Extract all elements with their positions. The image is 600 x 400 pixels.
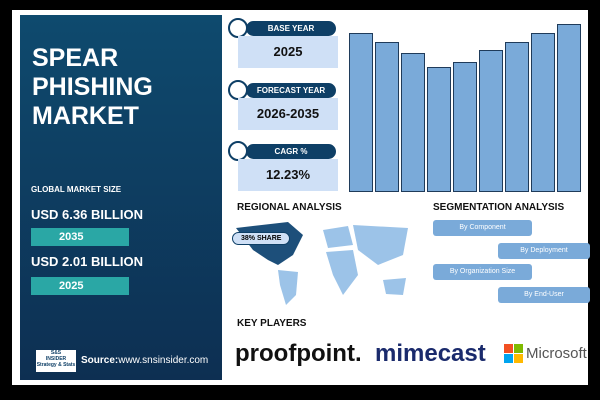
segment: By End-User: [498, 287, 590, 303]
decor-bar: [453, 62, 477, 192]
title-line: MARKET: [32, 102, 139, 130]
decor-bar: [505, 42, 529, 192]
icon: [228, 141, 248, 161]
title-line: PHISHING: [32, 73, 153, 101]
logo-text: Strategy & Stats: [36, 362, 76, 368]
source-label: Source:: [81, 355, 119, 366]
base-year: 2025: [31, 277, 129, 295]
base-value: USD 2.01 BILLION: [31, 254, 143, 269]
key-players-title: KEY PLAYERS: [237, 318, 307, 329]
icon: [228, 18, 248, 38]
segment: By Deployment: [498, 243, 590, 259]
asia: [353, 225, 408, 265]
market-size-label: GLOBAL MARKET SIZE: [31, 185, 122, 194]
regional-title: REGIONAL ANALYSIS: [237, 202, 342, 213]
icon: [228, 80, 248, 100]
decor-bar: [427, 67, 451, 192]
card-value: 12.23%: [238, 159, 338, 191]
decor-bar: [375, 42, 399, 192]
world-map: [236, 222, 408, 305]
forecast-year: 2035: [31, 228, 129, 246]
decor-bar: [557, 24, 581, 192]
title-line: SPEAR: [32, 44, 119, 72]
title: SPEAR PHISHING MARKET: [32, 44, 153, 131]
card-label: CAGR %: [246, 144, 336, 159]
forecast-value: USD 6.36 BILLION: [31, 207, 143, 222]
card-value: 2026-2035: [238, 98, 338, 130]
segment: By Organization Size: [433, 264, 532, 280]
logo-text: INSIDER: [45, 356, 67, 362]
segmentation-title: SEGMENTATION ANALYSIS: [433, 202, 565, 213]
oceania: [383, 278, 406, 295]
decor-bar: [349, 33, 373, 192]
decor-bar: [531, 33, 555, 192]
decor-bar: [479, 50, 503, 192]
ms-logo: [504, 344, 523, 363]
company: Microsoft: [526, 345, 587, 362]
source-url: www.snsinsider.com: [118, 355, 209, 366]
card-value: 2025: [238, 36, 338, 68]
share-badge: 38% SHARE: [232, 232, 291, 245]
logo: S&S INSIDER Strategy & Stats: [36, 350, 76, 372]
card-label: FORECAST YEAR: [246, 83, 336, 98]
segment: By Component: [433, 220, 532, 236]
south-america: [278, 270, 298, 305]
left-panel: [20, 15, 222, 380]
card-label: BASE YEAR: [246, 21, 336, 36]
africa: [326, 250, 358, 295]
europe: [323, 226, 353, 248]
company: mimecast: [375, 340, 486, 367]
decor-bar: [401, 53, 425, 192]
logo-text: S&S: [50, 350, 62, 356]
company: proofpoint.: [235, 340, 362, 367]
